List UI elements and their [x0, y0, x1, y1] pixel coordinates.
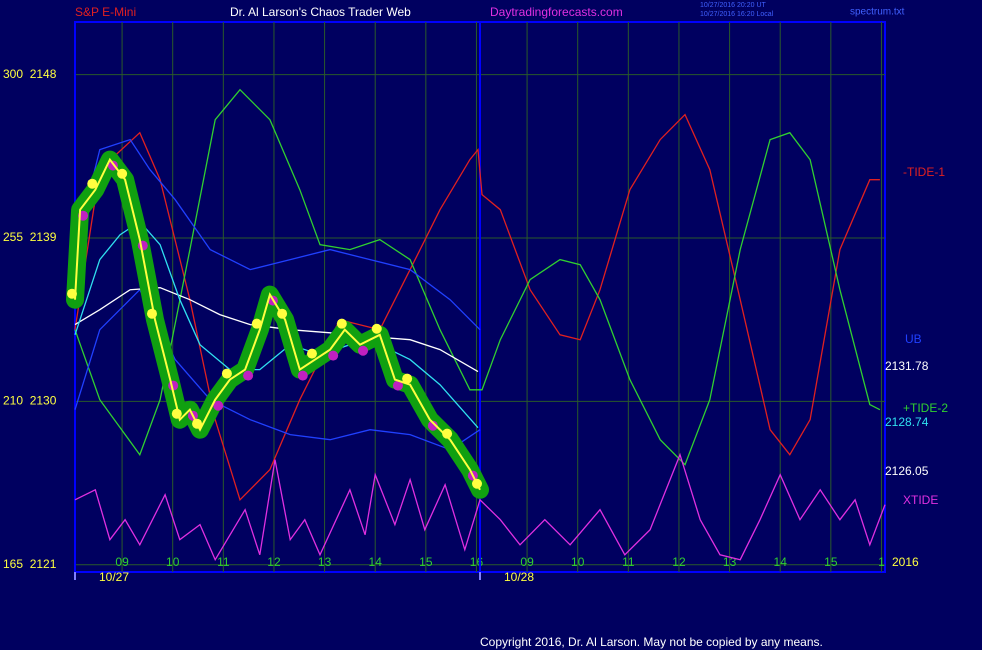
x-tick-label: 15 [824, 555, 838, 569]
date-label: 10/28 [504, 570, 534, 584]
series-label: +TIDE-2 [903, 401, 948, 415]
stamp: 10/27/2016 20:20 UT [700, 2, 766, 9]
stamp: 10/27/2016 16:20 Local [700, 11, 774, 18]
series-label: XTIDE [903, 493, 938, 507]
file-name: spectrum.txt [850, 7, 905, 18]
y-tick-label: 255 2139 [3, 230, 57, 244]
price-dot [243, 370, 254, 381]
x-tick-label: 13 [318, 555, 332, 569]
price-dot [297, 370, 308, 381]
symbol: S&P E-Mini [75, 5, 136, 19]
price-dot [221, 368, 232, 379]
price-dot [306, 348, 317, 359]
series-label: 2016 [892, 555, 919, 569]
price-dot [251, 318, 262, 329]
x-tick-label: 13 [723, 555, 737, 569]
x-tick-label: 15 [419, 555, 433, 569]
price-dot [358, 345, 369, 356]
y-tick-label: 210 2130 [3, 394, 57, 408]
x-tick-label: 14 [369, 555, 383, 569]
price-dot [371, 323, 382, 334]
price-dot [336, 318, 347, 329]
x-tick-label: 09 [115, 555, 129, 569]
x-tick-label: 11 [622, 555, 635, 569]
series-label: 2126.05 [885, 464, 929, 478]
site: Daytradingforecasts.com [490, 5, 623, 19]
series-line [74, 88, 881, 466]
series-line [74, 288, 481, 451]
series-label: -TIDE-1 [903, 165, 945, 179]
copyright: Copyright 2016, Dr. Al Larson. May not b… [480, 635, 823, 649]
y-tick-label: 300 2148 [3, 67, 57, 81]
price-dot [328, 350, 339, 361]
price-dot [427, 420, 438, 431]
series-label: 2131.78 [885, 359, 929, 373]
series-line [74, 157, 481, 491]
x-tick-label: 12 [267, 555, 281, 569]
series-line [74, 287, 479, 373]
x-tick-label: 10 [571, 555, 585, 569]
y-tick-label: 165 2121 [3, 557, 57, 571]
series-line [74, 138, 481, 331]
price-dot [87, 178, 98, 189]
x-tick-label: 09 [520, 555, 534, 569]
x-tick-label: 16 [470, 555, 484, 569]
chart-title: Dr. Al Larson's Chaos Trader Web [230, 5, 411, 19]
series-label: 2128.74 [885, 415, 929, 429]
price-dot [402, 373, 413, 384]
series-line [74, 113, 880, 502]
price-dot [213, 400, 224, 411]
price-dot [442, 428, 453, 439]
x-tick-label: 1 [878, 555, 885, 569]
series-label: UB [905, 332, 922, 346]
x-tick-label: 10 [166, 555, 180, 569]
x-tick-label: 12 [672, 555, 686, 569]
date-label: 10/27 [99, 570, 129, 584]
x-tick-label: 11 [217, 555, 230, 569]
price-dot [392, 380, 403, 391]
x-tick-label: 14 [774, 555, 788, 569]
series-line [74, 452, 886, 562]
